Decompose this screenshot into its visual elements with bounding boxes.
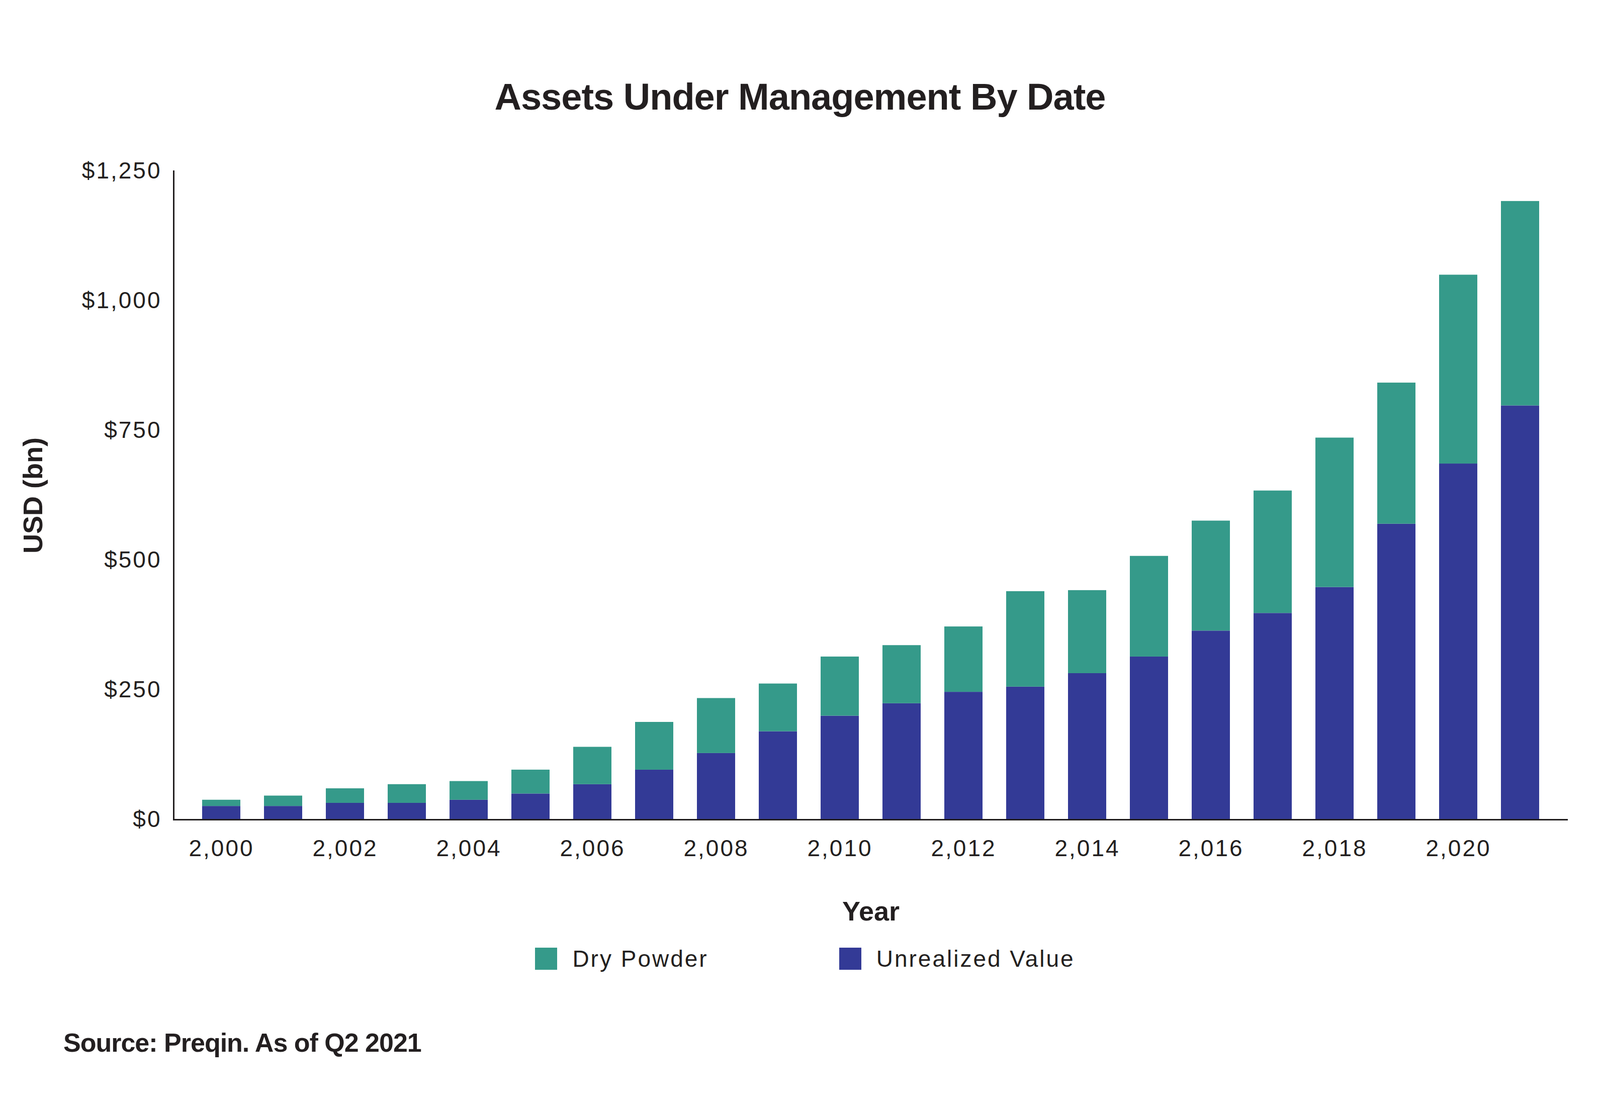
svg-text:2,014: 2,014 [1054,835,1120,862]
svg-text:$500: $500 [104,546,162,573]
html-text:Dry Powder: Dry Powder [572,945,709,972]
svg-text:$1,250: $1,250 [81,157,162,184]
svg-text:2,010: 2,010 [807,835,873,862]
svg-text:$750: $750 [104,416,162,443]
svg-text:Year: Year [842,896,900,927]
svg-text:USD (bn): USD (bn) [17,437,48,554]
svg-text:2,008: 2,008 [683,835,749,862]
svg-text:$0: $0 [132,806,162,833]
svg-text:2,016: 2,016 [1178,835,1244,862]
svg-text:2,020: 2,020 [1425,835,1491,862]
svg-text:2,002: 2,002 [312,835,378,862]
html-text:Source: Preqin. As of Q2 2021: Source: Preqin. As of Q2 2021 [63,1028,422,1058]
html-text:Unrealized Value: Unrealized Value [876,945,1075,972]
html-text:Assets Under Management By Dat: Assets Under Management By Date [494,75,1106,118]
svg-text:2,004: 2,004 [435,835,502,862]
svg-text:2,018: 2,018 [1301,835,1368,862]
svg-text:$1,000: $1,000 [81,287,162,314]
svg-text:2,006: 2,006 [559,835,626,862]
svg-text:2,012: 2,012 [930,835,997,862]
svg-text:2,000: 2,000 [188,835,254,862]
svg-text:$250: $250 [104,676,162,703]
